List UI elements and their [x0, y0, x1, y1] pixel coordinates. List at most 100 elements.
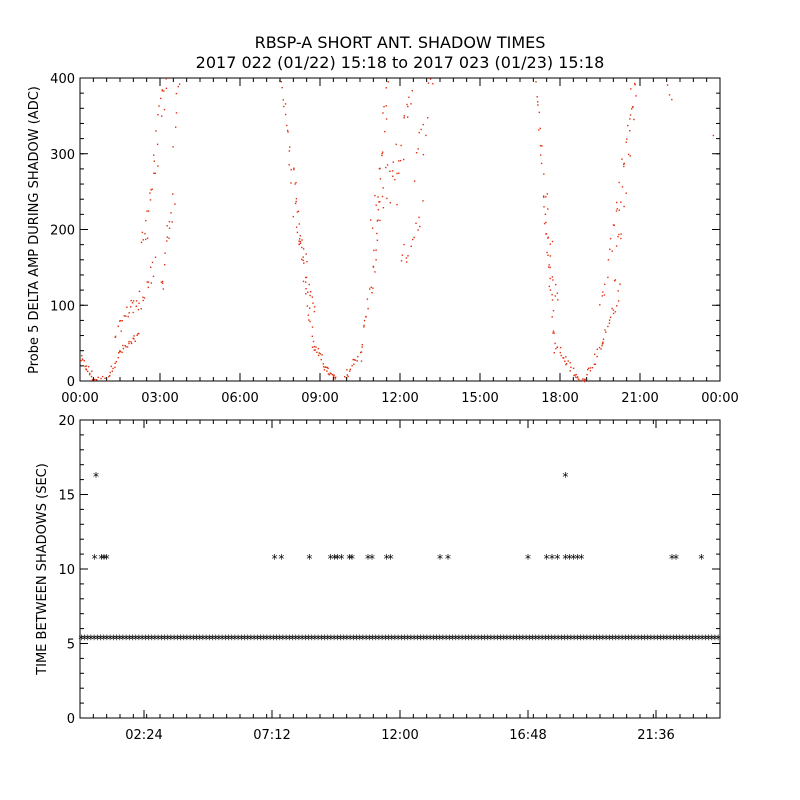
amplitude-point: [150, 189, 152, 191]
amplitude-point: [549, 243, 551, 245]
amplitude-point: [351, 365, 353, 367]
amplitude-point: [407, 105, 409, 108]
amplitude-point: [322, 363, 324, 365]
interval-marker: *: [360, 633, 366, 647]
amplitude-point: [158, 105, 160, 107]
amplitude-point: [317, 354, 320, 357]
interval-marker: *: [638, 633, 644, 647]
amplitude-point: [619, 283, 621, 285]
amplitude-point: [387, 81, 390, 83]
amplitude-point: [375, 204, 377, 206]
amplitude-point: [417, 229, 419, 231]
amplitude-point: [292, 215, 294, 218]
interval-marker: *: [677, 633, 683, 647]
amplitude-point: [142, 296, 144, 298]
amplitude-point: [110, 365, 112, 368]
amplitude-point: [296, 231, 299, 234]
amplitude-point: [598, 346, 601, 349]
amplitude-point: [108, 375, 110, 378]
interval-marker: *: [709, 633, 715, 647]
amplitude-point: [85, 369, 88, 371]
amplitude-point: [384, 130, 386, 133]
interval-marker: *: [555, 633, 561, 647]
amplitude-point: [361, 346, 363, 348]
amplitude-point: [618, 209, 620, 211]
interval-marker: *: [184, 633, 190, 647]
amplitude-point: [303, 262, 305, 264]
amplitude-point: [612, 312, 615, 315]
y-tick-label: 0: [67, 375, 75, 390]
interval-marker: *: [501, 633, 507, 647]
amplitude-point: [166, 236, 168, 238]
amplitude-point: [385, 166, 387, 169]
amplitude-point: [121, 320, 123, 322]
amplitude-point: [382, 151, 384, 153]
interval-marker: *: [363, 633, 369, 647]
amplitude-point: [327, 373, 330, 375]
interval-marker: *: [702, 633, 708, 647]
amplitude-point: [612, 309, 615, 311]
amplitude-point: [596, 355, 598, 358]
interval-marker: *: [251, 633, 257, 647]
interval-marker: *: [146, 633, 152, 647]
amplitude-point: [616, 305, 618, 307]
amplitude-point: [146, 237, 149, 239]
amplitude-point: [81, 358, 84, 360]
amplitude-point: [168, 237, 170, 239]
amplitude-point: [305, 253, 307, 255]
amplitude-point: [81, 355, 83, 357]
interval-marker: *: [203, 633, 209, 647]
interval-marker: *: [370, 633, 376, 647]
amplitude-point: [623, 205, 625, 208]
amplitude-point: [381, 154, 383, 157]
amplitude-point: [142, 299, 144, 302]
amplitude-point: [552, 310, 555, 312]
amplitude-point: [299, 238, 301, 240]
amplitude-point: [311, 335, 313, 337]
amplitude-point: [574, 374, 576, 376]
interval-marker: *: [453, 633, 459, 647]
interval-marker: *: [290, 633, 296, 647]
amplitude-point: [84, 365, 86, 368]
interval-marker: *: [349, 552, 355, 566]
amplitude-point: [161, 280, 164, 283]
interval-marker: *: [152, 633, 158, 647]
amplitude-point: [114, 362, 116, 364]
interval-marker: *: [365, 552, 371, 566]
interval-marker: *: [261, 633, 267, 647]
amplitude-point: [175, 126, 177, 128]
amplitude-point: [403, 158, 405, 161]
amplitude-point: [629, 114, 632, 116]
amplitude-point: [577, 378, 580, 380]
amplitude-point: [415, 222, 417, 224]
interval-marker: *: [386, 633, 392, 647]
amplitude-point: [164, 252, 166, 254]
amplitude-point: [146, 210, 148, 212]
y-tick-label: 300: [50, 148, 75, 163]
amplitude-point: [111, 370, 113, 372]
interval-marker: *: [533, 633, 539, 647]
top-plot: 00:00 03:00 06:00 09:00 12:00 15:00 18:00 21:00…: [27, 72, 739, 406]
interval-marker: *: [88, 633, 94, 647]
amplitude-point: [150, 266, 152, 268]
amplitude-point: [537, 101, 539, 103]
interval-marker: *: [142, 633, 148, 647]
interval-marker: *: [456, 633, 462, 647]
amplitude-point: [377, 196, 379, 198]
amplitude-point: [162, 288, 164, 290]
interval-marker: *: [610, 633, 616, 647]
interval-marker: *: [346, 552, 352, 566]
interval-marker: *: [309, 633, 315, 647]
interval-marker: *: [274, 633, 280, 647]
amplitude-point: [156, 143, 159, 145]
amplitude-point: [372, 287, 374, 289]
amplitude-point: [605, 331, 607, 333]
bottom-scatter-points: ****************************************…: [78, 470, 721, 646]
amplitude-point: [295, 181, 297, 184]
amplitude-point: [555, 348, 557, 350]
amplitude-point: [130, 342, 133, 345]
amplitude-point: [407, 255, 409, 257]
amplitude-point: [629, 118, 631, 120]
interval-marker: *: [272, 552, 278, 566]
